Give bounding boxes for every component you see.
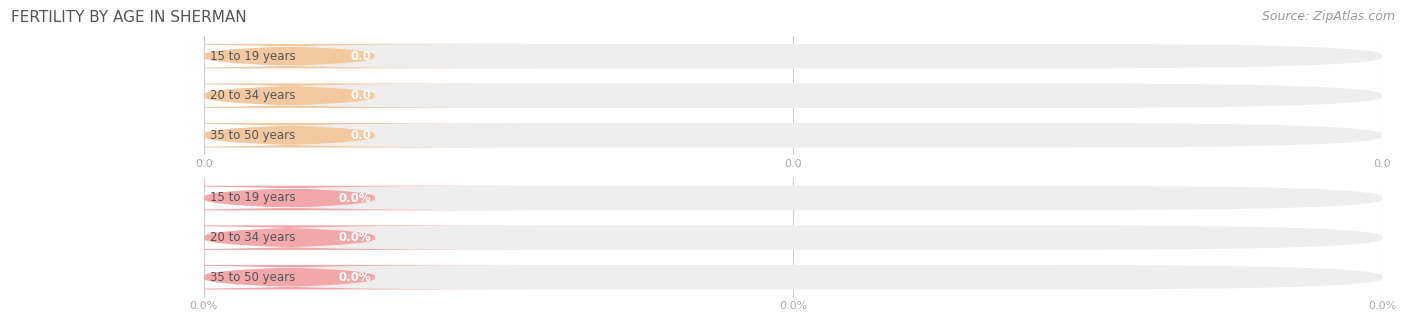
FancyBboxPatch shape [46, 265, 533, 289]
FancyBboxPatch shape [46, 186, 533, 210]
Text: 15 to 19 years: 15 to 19 years [209, 191, 295, 205]
FancyBboxPatch shape [46, 225, 533, 250]
Text: 20 to 34 years: 20 to 34 years [209, 231, 295, 244]
FancyBboxPatch shape [46, 123, 533, 148]
FancyBboxPatch shape [46, 44, 533, 68]
Text: 20 to 34 years: 20 to 34 years [209, 89, 295, 102]
Text: Source: ZipAtlas.com: Source: ZipAtlas.com [1261, 10, 1395, 23]
Text: 0.0%: 0.0% [339, 191, 371, 205]
FancyBboxPatch shape [204, 83, 1382, 108]
Text: 0.0: 0.0 [350, 129, 371, 142]
FancyBboxPatch shape [204, 44, 1382, 68]
FancyBboxPatch shape [204, 123, 1382, 148]
Text: 0.0: 0.0 [350, 89, 371, 102]
Text: 35 to 50 years: 35 to 50 years [209, 129, 295, 142]
Text: 0.0%: 0.0% [339, 271, 371, 284]
FancyBboxPatch shape [204, 225, 1382, 250]
FancyBboxPatch shape [46, 83, 533, 108]
Text: 0.0%: 0.0% [339, 231, 371, 244]
Text: 35 to 50 years: 35 to 50 years [209, 271, 295, 284]
Text: FERTILITY BY AGE IN SHERMAN: FERTILITY BY AGE IN SHERMAN [11, 10, 247, 25]
Text: 0.0: 0.0 [350, 50, 371, 63]
FancyBboxPatch shape [204, 265, 1382, 289]
FancyBboxPatch shape [204, 186, 1382, 210]
Text: 15 to 19 years: 15 to 19 years [209, 50, 295, 63]
